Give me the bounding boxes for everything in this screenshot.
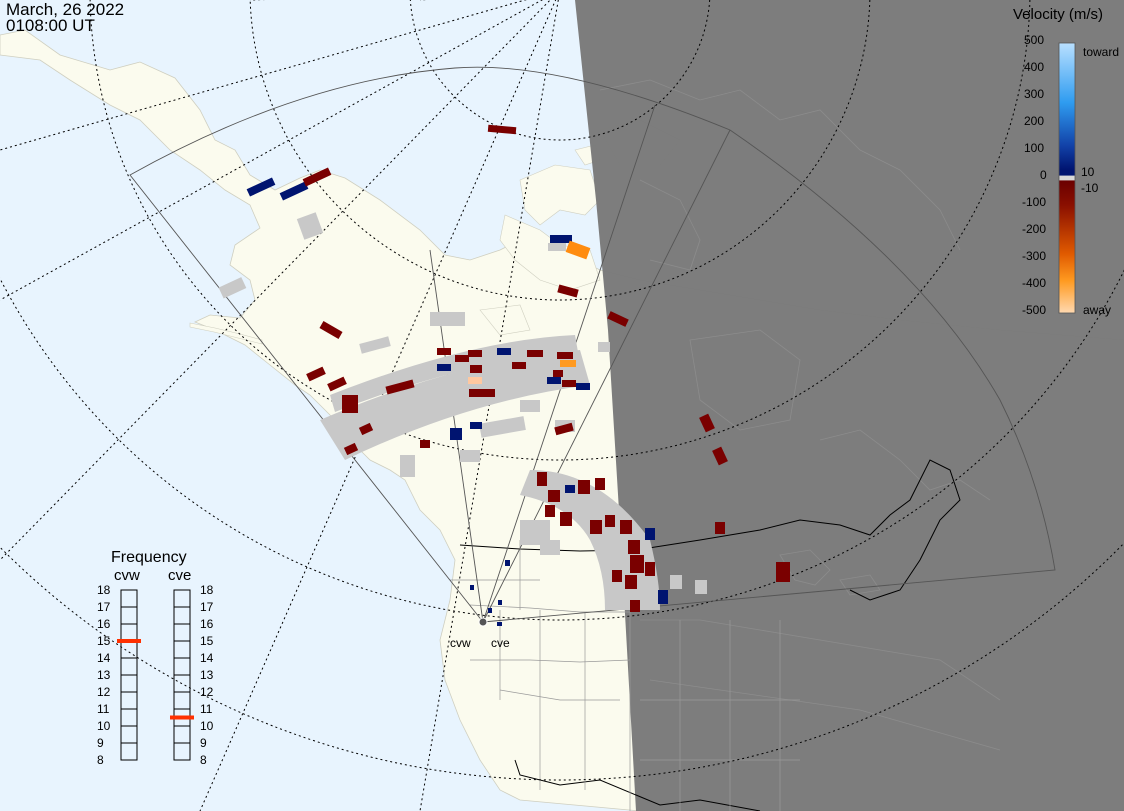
velocity-tick-200: 200 — [1024, 114, 1045, 128]
site-label-cve: cve — [491, 636, 510, 650]
velocity-colorbar — [1058, 42, 1076, 314]
velocity-inner-tick-10: 10 — [1081, 165, 1095, 179]
velocity-away-label: away — [1083, 303, 1112, 317]
velocity-legend-title: Velocity (m/s) — [1013, 6, 1104, 23]
velocity-legend: Velocity (m/s) 500 400 300 200 100 0 -10… — [1010, 5, 1124, 325]
cvw-level-18: 18 — [97, 583, 111, 597]
cve-level-10: 10 — [200, 719, 214, 733]
radar-site-marker — [478, 617, 488, 627]
velocity-tick-neg400: -400 — [1022, 276, 1047, 290]
cvw-frequency-marker — [117, 639, 141, 643]
velocity-tick-0: 0 — [1040, 168, 1047, 182]
frequency-radar-cve: cve — [168, 567, 192, 584]
velocity-tick-neg100: -100 — [1022, 195, 1047, 209]
velocity-cells — [246, 124, 790, 626]
cve-level-17: 17 — [200, 600, 214, 614]
date-label: March, 26 2022 — [6, 0, 125, 19]
cvw-level-17: 17 — [97, 600, 111, 614]
velocity-tick-neg300: -300 — [1022, 249, 1047, 263]
velocity-tick-300: 300 — [1024, 87, 1045, 101]
cve-level-14: 14 — [200, 651, 214, 665]
cve-level-12: 12 — [200, 685, 214, 699]
frequency-title: Frequency — [111, 549, 187, 566]
cve-frequency-column — [173, 589, 191, 761]
frequency-bars — [117, 589, 194, 761]
cve-level-15: 15 — [200, 634, 214, 648]
cvw-level-8: 8 — [97, 753, 104, 767]
time-label: 0108:00 UT — [6, 16, 95, 35]
frequency-panel: Frequency cvw cve 18 18 17 17 16 16 15 15 14 14 13… — [90, 548, 230, 773]
frequency-radar-cvw: cvw — [114, 567, 140, 584]
night-coastlines — [599, 79, 1001, 751]
night-region — [575, 0, 1124, 811]
cvw-level-13: 13 — [97, 668, 111, 682]
cvw-level-14: 14 — [97, 651, 111, 665]
velocity-toward-label: toward — [1083, 45, 1120, 59]
cve-frequency-marker — [170, 715, 194, 720]
cvw-frequency-column — [120, 589, 138, 761]
velocity-inner-tick-neg10: -10 — [1081, 181, 1099, 195]
site-label-cvw: cvw — [450, 636, 471, 650]
cve-level-11: 11 — [200, 702, 213, 716]
cvw-level-11: 11 — [97, 702, 110, 716]
velocity-tick-100: 100 — [1024, 141, 1045, 155]
velocity-tick-neg200: -200 — [1022, 222, 1047, 236]
cve-level-18: 18 — [200, 583, 214, 597]
cve-level-9: 9 — [200, 736, 207, 750]
cvw-level-10: 10 — [97, 719, 111, 733]
velocity-tick-400: 400 — [1024, 60, 1045, 74]
aleutian-islands — [189, 322, 263, 345]
cve-level-16: 16 — [200, 617, 214, 631]
cvw-level-12: 12 — [97, 685, 111, 699]
cvw-level-15: 15 — [97, 634, 111, 648]
cvw-level-9: 9 — [97, 736, 104, 750]
velocity-tick-neg500: -500 — [1022, 303, 1047, 317]
cve-level-8: 8 — [200, 753, 207, 767]
cve-level-13: 13 — [200, 668, 214, 682]
velocity-tick-500: 500 — [1024, 33, 1045, 47]
cvw-level-16: 16 — [97, 617, 111, 631]
